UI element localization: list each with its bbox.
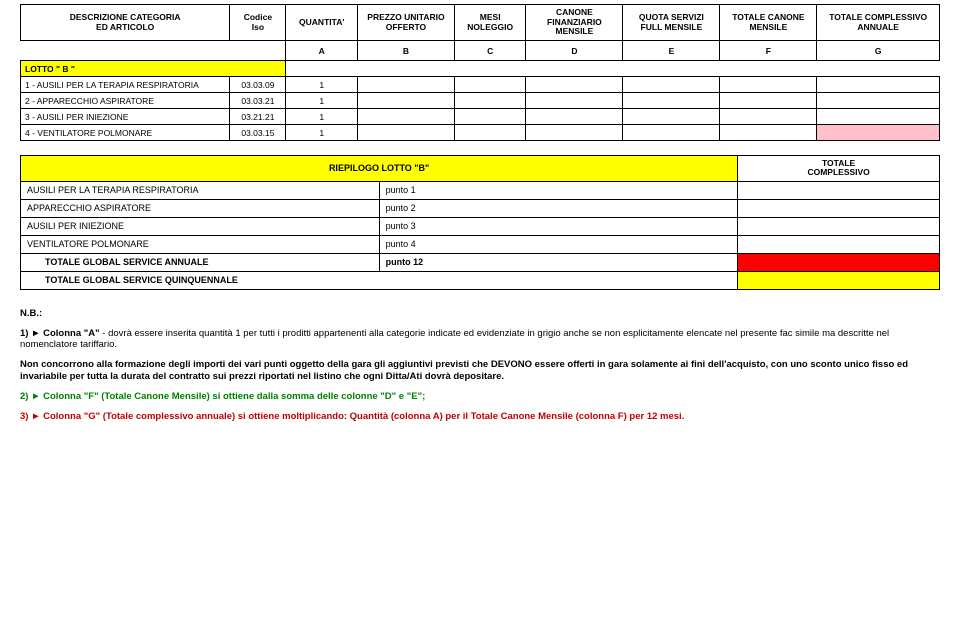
col-totale-canone: TOTALE CANONE MENSILE — [720, 5, 817, 41]
note-2-prefix: 2) ► Colonna "F" — [20, 391, 99, 402]
note-nb: N.B.: — [20, 308, 940, 320]
table-row: 3 - AUSILI PER INIEZIONE 03.21.21 1 — [21, 109, 940, 125]
riepilogo-row: VENTILATORE POLMONARE punto 4 — [21, 235, 940, 253]
col-letter-e: E — [623, 41, 720, 61]
riep-punto: punto 3 — [379, 217, 738, 235]
total-annuale-label: TOTALE GLOBAL SERVICE ANNUALE — [21, 253, 380, 271]
riep-val — [738, 181, 940, 199]
item-desc: 3 - AUSILI PER INIEZIONE — [21, 109, 230, 125]
item-code: 03.03.15 — [230, 125, 286, 141]
note-1-text: - dovrà essere inserita quantità 1 per t… — [20, 328, 889, 351]
hdr-desc-l1: DESCRIZIONE CATEGORIA — [70, 12, 181, 22]
note-1-prefix: 1) ► Colonna "A" — [20, 328, 100, 339]
col-descrizione: DESCRIZIONE CATEGORIA ED ARTICOLO — [21, 5, 230, 41]
item-qty: 1 — [286, 77, 357, 93]
total-annuale-value — [738, 253, 940, 271]
total-annuale-punto: punto 12 — [379, 253, 738, 271]
riep-val — [738, 235, 940, 253]
riepilogo-header: RIEPILOGO LOTTO "B" TOTALE COMPLESSIVO — [21, 156, 940, 182]
notes-section: N.B.: 1) ► Colonna "A" - dovrà essere in… — [20, 308, 940, 423]
hdr-desc-l2: ED ARTICOLO — [96, 22, 154, 32]
col-canone-fin: CANONE FINANZIARIO MENSILE — [526, 5, 623, 41]
riepilogo-total-quinquennale: TOTALE GLOBAL SERVICE QUINQUENNALE — [21, 271, 940, 289]
col-letter-g: G — [817, 41, 940, 61]
item-qty: 1 — [286, 109, 357, 125]
item-code: 03.03.09 — [230, 77, 286, 93]
item-code: 03.03.21 — [230, 93, 286, 109]
riepilogo-title: RIEPILOGO LOTTO "B" — [21, 156, 738, 182]
riep-label: VENTILATORE POLMONARE — [21, 235, 380, 253]
lotto-label: LOTTO " B " — [21, 61, 286, 77]
riep-label: APPARECCHIO ASPIRATORE — [21, 199, 380, 217]
col-letter-b: B — [357, 41, 454, 61]
riep-label: AUSILI PER LA TERAPIA RESPIRATORIA — [21, 181, 380, 199]
item-desc: 1 - AUSILI PER LA TERAPIA RESPIRATORIA — [21, 77, 230, 93]
col-letter-d: D — [526, 41, 623, 61]
pink-highlight-cell — [817, 125, 940, 141]
note-3-prefix: 3) ► Colonna "G" — [20, 411, 100, 422]
riep-punto: punto 2 — [379, 199, 738, 217]
riepilogo-row: APPARECCHIO ASPIRATORE punto 2 — [21, 199, 940, 217]
col-mesi: MESI NOLEGGIO — [454, 5, 525, 41]
note-3-text: (Totale complessivo annuale) si ottiene … — [100, 411, 684, 422]
col-letter-c: C — [454, 41, 525, 61]
col-codice: Codice Iso — [230, 5, 286, 41]
total-quinq-value — [738, 271, 940, 289]
lotto-b-header: LOTTO " B " — [21, 61, 940, 77]
col-letter-a: A — [286, 41, 357, 61]
document-page: DESCRIZIONE CATEGORIA ED ARTICOLO Codice… — [0, 0, 960, 439]
table-row: 2 - APPARECCHIO ASPIRATORE 03.03.21 1 — [21, 93, 940, 109]
hdr-code-l2: Iso — [252, 22, 264, 32]
riepilogo-row: AUSILI PER INIEZIONE punto 3 — [21, 217, 940, 235]
note-3: 3) ► Colonna "G" (Totale complessivo ann… — [20, 411, 940, 423]
riep-val — [738, 217, 940, 235]
column-letter-row: A B C D E F G — [21, 41, 940, 61]
col-totale-annuale: TOTALE COMPLESSIVO ANNUALE — [817, 5, 940, 41]
item-qty: 1 — [286, 93, 357, 109]
table-row: 4 - VENTILATORE POLMONARE 03.03.15 1 — [21, 125, 940, 141]
note-2-text: (Totale Canone Mensile) si ottiene dalla… — [99, 391, 426, 402]
riep-punto: punto 4 — [379, 235, 738, 253]
item-desc: 2 - APPARECCHIO ASPIRATORE — [21, 93, 230, 109]
total-quinq-label: TOTALE GLOBAL SERVICE QUINQUENNALE — [21, 271, 738, 289]
main-pricing-table: DESCRIZIONE CATEGORIA ED ARTICOLO Codice… — [20, 4, 940, 141]
riepilogo-tot-hdr: TOTALE COMPLESSIVO — [738, 156, 940, 182]
riepilogo-row: AUSILI PER LA TERAPIA RESPIRATORIA punto… — [21, 181, 940, 199]
table-header-row: DESCRIZIONE CATEGORIA ED ARTICOLO Codice… — [21, 5, 940, 41]
riepilogo-table: RIEPILOGO LOTTO "B" TOTALE COMPLESSIVO A… — [20, 155, 940, 290]
riepilogo-total-annuale: TOTALE GLOBAL SERVICE ANNUALE punto 12 — [21, 253, 940, 271]
item-desc: 4 - VENTILATORE POLMONARE — [21, 125, 230, 141]
note-1: 1) ► Colonna "A" - dovrà essere inserita… — [20, 328, 940, 352]
item-code: 03.21.21 — [230, 109, 286, 125]
riep-val — [738, 199, 940, 217]
col-letter-f: F — [720, 41, 817, 61]
col-prezzo: PREZZO UNITARIO OFFERTO — [357, 5, 454, 41]
col-quantita: QUANTITA' — [286, 5, 357, 41]
table-row: 1 - AUSILI PER LA TERAPIA RESPIRATORIA 0… — [21, 77, 940, 93]
riep-label: AUSILI PER INIEZIONE — [21, 217, 380, 235]
note-1b: Non concorrono alla formazione degli imp… — [20, 359, 940, 383]
item-qty: 1 — [286, 125, 357, 141]
col-quota-servizi: QUOTA SERVIZI FULL MENSILE — [623, 5, 720, 41]
hdr-code-l1: Codice — [244, 12, 272, 22]
note-2: 2) ► Colonna "F" (Totale Canone Mensile)… — [20, 391, 940, 403]
riep-punto: punto 1 — [379, 181, 738, 199]
